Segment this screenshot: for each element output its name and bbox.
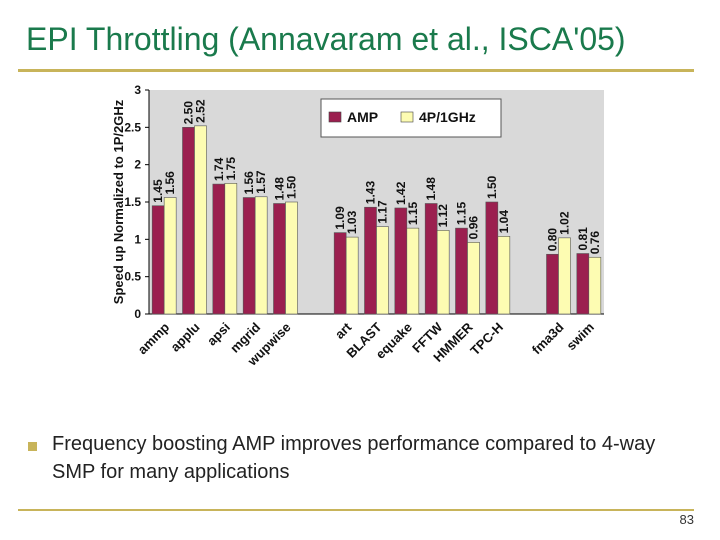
bar-value-label: 1.04 [497,210,511,234]
y-tick-label: 0 [134,307,141,321]
bar-value-label: 0.76 [588,231,602,255]
bar-smp [285,201,298,315]
bar-smp [406,227,420,315]
bar-amp [546,253,559,315]
bar-smp [467,242,480,315]
y-axis-title: Speed up Normalized to 1P/2GHz [111,99,126,304]
legend: AMP 4P/1GHz [320,98,502,138]
speedup-chart-svg: 00.511.522.53 1.451.562.502.521.741.751.… [111,83,604,369]
bar-value-label: 1.09 [333,206,347,230]
bar-smp [497,236,511,315]
bar-amp [212,183,226,315]
x-tick-label: TPC-H [467,320,506,359]
bar-value-label: 1.50 [485,175,499,199]
bar-smp [345,236,359,315]
y-tick-label: 2.5 [124,120,141,134]
legend-smp-swatch [400,111,414,123]
bar-amp [333,232,347,315]
bar-smp [194,125,207,315]
bar-amp [576,253,590,315]
bar-smp [436,230,450,315]
speedup-chart: 0 0.5 1 1.5 2 2.5 3 1.45 1.56 2.50 2.52 1.74 1.75 1.… [107,80,615,394]
y-tick-label: 1 [134,232,141,246]
y-tick-label: 1.5 [124,195,141,209]
bar-value-label: 1.75 [224,157,238,181]
footer-divider [18,509,694,511]
bar-amp [455,227,468,315]
bar-smp [163,197,177,315]
bar-value-label: 1.43 [364,181,378,205]
bullet-text: Frequency boosting AMP improves performa… [52,433,656,483]
bar-value-label: 1.48 [424,177,438,201]
bar-value-label: 1.15 [455,201,469,225]
legend-amp-swatch [328,111,342,123]
legend-smp-label: 4P/1GHz [419,109,476,125]
bar-value-label: 1.03 [345,210,359,234]
bar-smp [224,183,238,315]
bar-amp [151,205,165,315]
x-tick-label: ammp [135,319,173,357]
bar-value-label: 1.56 [163,171,177,195]
bar-amp [242,197,256,315]
y-tick-label: 0.5 [124,270,141,284]
bar-value-label: 1.17 [376,200,390,224]
bar-value-label: 1.74 [212,157,226,181]
slide-title: EPI Throttling (Annavaram et al., ISCA'0… [26,21,626,57]
y-tick-label: 3 [134,83,141,97]
bar-amp [273,203,286,315]
title-divider [18,69,694,72]
bar-value-label: 1.56 [242,171,256,195]
bar-smp [588,256,602,315]
x-tick-label: fma3d [529,319,567,357]
x-tick-label: art [332,319,355,342]
bar-value-label: 1.02 [558,211,572,235]
page-number: 83 [679,512,694,527]
bar-amp [182,127,195,315]
legend-amp-label: AMP [347,109,378,125]
bar-smp [558,237,571,315]
x-tick-label: swim [563,320,597,354]
bar-value-label: 0.80 [546,228,560,252]
bar-value-label: 0.81 [576,227,590,251]
bullet-icon [28,442,37,451]
bar-value-label: 0.96 [467,216,481,240]
bar-value-label: 1.50 [285,175,299,199]
bar-value-label: 1.48 [273,177,287,201]
bar-value-label: 1.57 [254,170,268,194]
bar-value-label: 1.12 [436,204,450,228]
bar-smp [254,196,268,315]
bar-value-label: 1.15 [406,201,420,225]
y-tick-label: 2 [134,158,141,172]
bar-value-label: 2.50 [182,101,196,125]
bar-value-label: 1.42 [394,181,408,205]
bar-value-label: 1.45 [151,179,165,203]
bar-smp [376,226,389,315]
bar-value-label: 2.52 [194,99,208,123]
x-tick-label: applu [167,319,202,354]
